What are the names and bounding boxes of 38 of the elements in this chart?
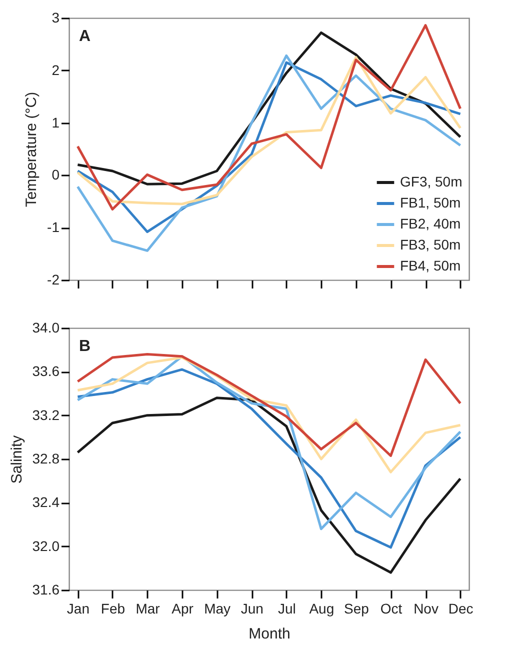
x-tick-label: Aug	[309, 600, 334, 616]
line-series	[76, 352, 462, 457]
x-tick-label: Mar	[136, 600, 160, 616]
x-tick-label: Nov	[414, 600, 438, 616]
legend-label: FB1, 50m	[400, 194, 461, 210]
legend-label: FB2, 40m	[400, 216, 461, 232]
annotation: B	[79, 338, 91, 355]
y-tick-label: 32.8	[32, 450, 60, 466]
y-tick-label: 2	[52, 62, 60, 78]
x-tick-label: Jun	[240, 600, 264, 616]
x-tick-label: Sep	[344, 600, 370, 616]
y-tick-label: 0	[52, 166, 60, 183]
y-tick-label: -1	[47, 219, 60, 236]
line-series	[76, 396, 462, 574]
y-tick-label: 34.0	[32, 320, 60, 336]
x-tick-label: Jul	[278, 600, 296, 616]
y-tick-label: 33.6	[32, 363, 60, 380]
y-axis-title: Temperature (°C)	[23, 92, 40, 208]
y-tick-label: 31.6	[32, 582, 60, 598]
annotation: A	[79, 28, 91, 45]
y-tick-label: 3	[52, 10, 60, 26]
x-tick-label: Jan	[66, 600, 90, 616]
y-tick-label: 1	[52, 114, 60, 130]
line-series	[76, 24, 462, 211]
x-tick-label: Feb	[100, 600, 126, 616]
y-tick-label: 32.0	[32, 538, 60, 554]
y-tick-label: 32.4	[32, 494, 60, 510]
x-tick-label: Apr	[172, 600, 194, 616]
x-tick-label: Oct	[380, 600, 402, 616]
y-axis-title: Salinity	[8, 434, 26, 484]
legend-label: GF3, 50m	[400, 174, 462, 190]
legend-label: FB3, 50m	[400, 236, 461, 252]
legend-label: FB4, 50m	[400, 258, 461, 274]
x-axis-title: Month	[248, 626, 290, 642]
x-tick-label: May	[204, 600, 231, 616]
y-tick-label: 33.2	[32, 406, 60, 423]
x-tick-label: Dec	[448, 600, 474, 616]
y-tick-label: -2	[47, 272, 60, 288]
